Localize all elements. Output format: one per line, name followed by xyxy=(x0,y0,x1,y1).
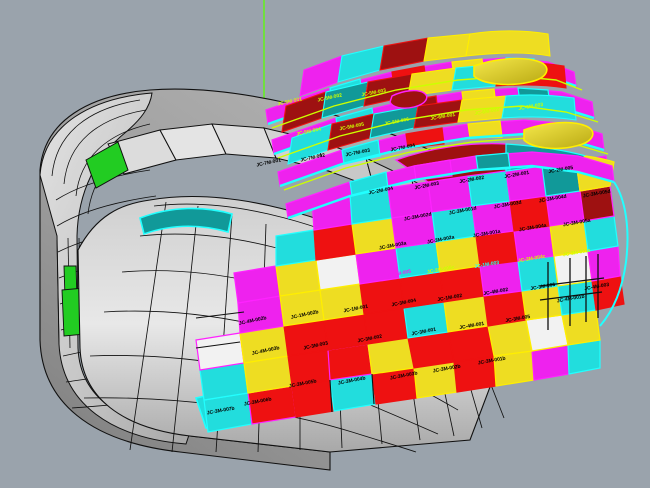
stern-cap-upper[interactable] xyxy=(473,57,548,86)
panel-label: JC-3M-004b xyxy=(337,375,366,386)
panel-label: JC-3M-003d xyxy=(493,200,522,211)
panel-label: JC-6M-001 xyxy=(430,112,456,122)
midship-structural-lines xyxy=(195,311,375,413)
stern-cap-side[interactable] xyxy=(389,89,428,109)
panel-label-layer: JC-3M-005b JC-3M-004b JC-3M-003b JC-3M-006b… xyxy=(206,88,611,417)
panel-label: JC-3M-001c xyxy=(563,248,592,259)
panel-label: JC-3M-003 xyxy=(303,340,329,351)
panel-label: JC-2M-004 xyxy=(368,186,394,197)
highlight-cyan-panel-1[interactable] xyxy=(139,207,233,236)
panel-label: JC-3M-002d xyxy=(403,211,432,222)
deck-layer-1[interactable] xyxy=(285,151,615,220)
panel-label: JC-5M-004 xyxy=(296,126,322,137)
panel-row-f[interactable] xyxy=(275,185,615,267)
panel-label: JC-4M-002b xyxy=(238,315,267,327)
panel-label: JC-3M-002a xyxy=(427,234,456,245)
panel-label: JC-5M-002 xyxy=(317,92,343,103)
panel-label: JC-3M-005d xyxy=(582,189,611,200)
stern-structural-lines xyxy=(539,254,605,330)
block-panel-grid[interactable] xyxy=(195,143,625,433)
panel-label: JC-3M-004d xyxy=(538,194,567,205)
panel-label: JC-7M-003 xyxy=(345,148,371,159)
panel-label: JC-1M-002b xyxy=(290,309,319,321)
panel-label: JC-3M-005c xyxy=(427,264,456,275)
panel-row-b[interactable] xyxy=(199,309,601,401)
panel-label: JC-7M-001 xyxy=(256,157,282,168)
panel-label: JC-4M-003b xyxy=(251,345,280,357)
panel-label: JC-6M-003 xyxy=(518,102,544,112)
panel-label: JC-4M-001 xyxy=(459,321,485,331)
panel-label: JC-3M-006b xyxy=(243,396,272,407)
panel-label: JC-3M-005b xyxy=(288,378,317,389)
panel-label: JC-5M-003 xyxy=(361,88,387,99)
panel-label: JC-3M-003a xyxy=(379,240,408,251)
panel-row-g[interactable] xyxy=(311,155,611,231)
panel-label: JC-3M-001 xyxy=(411,327,437,338)
panel-label: JC-5M-001 xyxy=(277,96,303,107)
panel-label: JC-2M-002 xyxy=(459,175,485,185)
panel-label: JC-7M-002 xyxy=(300,152,326,163)
panel-label: JC-3M-001d xyxy=(448,205,477,216)
panel-label: JC-5M-005 xyxy=(339,122,365,133)
panel-label: JC-2M-001 xyxy=(504,170,530,180)
panel-label: JC-3M-003b xyxy=(389,370,418,381)
panel-label: JC-1M-001 xyxy=(343,304,369,315)
panel-label: JC-3M-004 xyxy=(391,298,417,309)
hull-bow-nose xyxy=(39,92,191,445)
panel-label: JC-3M-002 xyxy=(357,334,383,345)
panel-label: JC-3M-004c xyxy=(518,254,547,265)
stern-edge-highlight xyxy=(599,181,629,327)
panel-label: JC-4M-003 xyxy=(584,282,610,292)
deck-layer-2-webs[interactable] xyxy=(287,94,577,165)
panel-label: JC-4M-002 xyxy=(483,287,509,297)
panel-label: JC-5M-006 xyxy=(384,117,410,128)
panel-label: JC-3M-005a xyxy=(563,218,592,229)
panel-row-d[interactable] xyxy=(237,245,621,334)
stern-cap-lower[interactable] xyxy=(523,121,594,150)
panel-label: JC-3M-005 xyxy=(505,314,531,324)
panel-label: JC-6M-002 xyxy=(474,107,500,117)
panel-label: JC-1M-002 xyxy=(437,293,463,303)
deck-layer-4-webs[interactable] xyxy=(299,30,551,97)
highlight-green-panel-1[interactable] xyxy=(85,141,129,189)
panel-label: JC-3M-007b xyxy=(206,406,235,417)
panel-row-c[interactable] xyxy=(195,275,625,371)
panel-label: JC-1M-003 xyxy=(474,260,500,270)
panel-label: JC-2M-005 xyxy=(548,165,574,175)
upper-deck-assembly[interactable] xyxy=(265,30,615,220)
panel-row-bottom[interactable] xyxy=(203,339,601,433)
panel-label: JC-1M-005 xyxy=(386,269,412,280)
panel-label: JC-3M-001a xyxy=(473,229,502,240)
panel-label: JC-3M-006 xyxy=(530,282,556,292)
panel-label: JC-7M-004 xyxy=(390,143,416,154)
panel-label: JC-3M-002b xyxy=(432,364,461,375)
panel-label: JC-4M-001b xyxy=(556,294,585,305)
panel-label: JC-3M-004a xyxy=(519,223,548,234)
panel-label: JC-2M-003 xyxy=(414,181,440,192)
panel-label: JC-3M-001b xyxy=(477,356,506,367)
